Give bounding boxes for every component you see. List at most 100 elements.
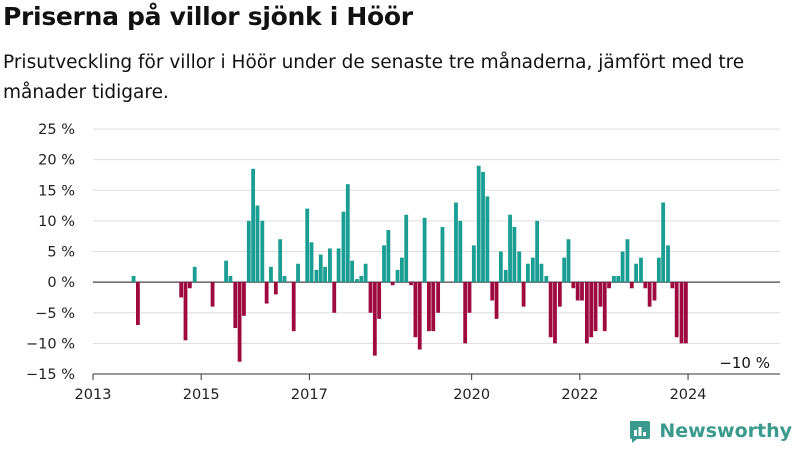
bar [305, 208, 310, 283]
brand-logo: Newsworthy [627, 418, 792, 444]
x-tick-label: 2015 [183, 387, 220, 403]
bar [382, 245, 386, 283]
bar [390, 282, 395, 286]
brand-name: Newsworthy [659, 420, 792, 442]
bar [656, 257, 661, 283]
x-tick-label: 2013 [75, 387, 112, 403]
bar [580, 282, 584, 301]
bar [481, 171, 485, 283]
y-tick-label: 20 % [38, 153, 75, 169]
bar [233, 282, 238, 329]
bar [517, 251, 522, 283]
bar [476, 165, 481, 283]
bar [246, 220, 251, 283]
bar [666, 245, 670, 283]
bar [634, 263, 639, 283]
bar [372, 282, 377, 356]
bar [521, 282, 526, 307]
chart-subtitle: Prisutveckling för villor i Höör under d… [3, 52, 745, 103]
bar [395, 269, 400, 283]
bar [192, 266, 197, 283]
bar [683, 282, 688, 344]
bar [471, 245, 476, 283]
bar [332, 282, 337, 313]
bar [341, 211, 346, 283]
bar [454, 202, 458, 283]
bar [661, 202, 666, 283]
x-tick-label: 2020 [453, 387, 490, 403]
bar [647, 282, 652, 307]
bar [328, 248, 332, 283]
bar [620, 251, 625, 283]
bar [616, 276, 621, 283]
bar [135, 282, 140, 325]
bar [625, 239, 630, 283]
bar [350, 260, 355, 283]
bar [612, 276, 616, 283]
bar [494, 282, 499, 319]
bar [278, 239, 283, 283]
x-tick-label: 2017 [291, 387, 328, 403]
y-tick-label: −15 % [26, 367, 75, 383]
bar [242, 282, 246, 316]
chart-title: Priserna på villor sjönk i Höör [3, 2, 413, 31]
x-axis: 2013 2015 2017 2020 2022 2024 [75, 373, 780, 403]
bar [639, 257, 643, 283]
bar [598, 282, 603, 307]
bar [323, 266, 327, 283]
bar [187, 282, 192, 289]
bar [269, 266, 273, 283]
bar [336, 248, 341, 283]
bar [255, 205, 260, 283]
bar [589, 282, 594, 338]
y-tick-label: 0 % [47, 275, 75, 291]
bar [314, 269, 319, 283]
bar [508, 214, 512, 283]
bar [345, 184, 350, 283]
bar [296, 263, 300, 283]
bar [309, 242, 314, 283]
bar [548, 282, 553, 338]
y-tick-label: −5 % [35, 306, 75, 322]
bar [318, 254, 323, 283]
bar [643, 282, 648, 289]
bar [355, 279, 359, 283]
bar [629, 282, 634, 289]
bar [526, 263, 530, 283]
bar [359, 276, 364, 283]
bar [485, 196, 490, 283]
bar [260, 220, 265, 283]
bar [503, 269, 508, 283]
bar [404, 214, 409, 283]
last-value-label: −10 % [719, 354, 770, 372]
bar [539, 263, 544, 283]
bar [674, 282, 679, 338]
bar [584, 282, 589, 344]
bar [224, 260, 228, 283]
y-tick-label: 5 % [47, 245, 75, 261]
bar [273, 282, 278, 295]
bar [399, 257, 404, 283]
bar [427, 282, 431, 332]
y-tick-label: 15 % [38, 183, 75, 199]
bar [602, 282, 607, 332]
bar [409, 282, 413, 286]
bar [131, 276, 136, 283]
bar [571, 282, 576, 289]
bar [431, 282, 436, 332]
bar [436, 282, 441, 313]
bar [183, 282, 188, 341]
y-tick-label: 25 % [38, 122, 75, 138]
x-tick-label: 2024 [670, 387, 707, 403]
bar [566, 239, 571, 283]
bar [264, 282, 269, 304]
bar [593, 282, 598, 332]
bar [458, 220, 463, 283]
bar [652, 282, 657, 301]
bar [179, 282, 184, 298]
bar [544, 276, 549, 283]
bar [228, 276, 233, 283]
bar [413, 282, 418, 338]
bar [386, 230, 391, 283]
